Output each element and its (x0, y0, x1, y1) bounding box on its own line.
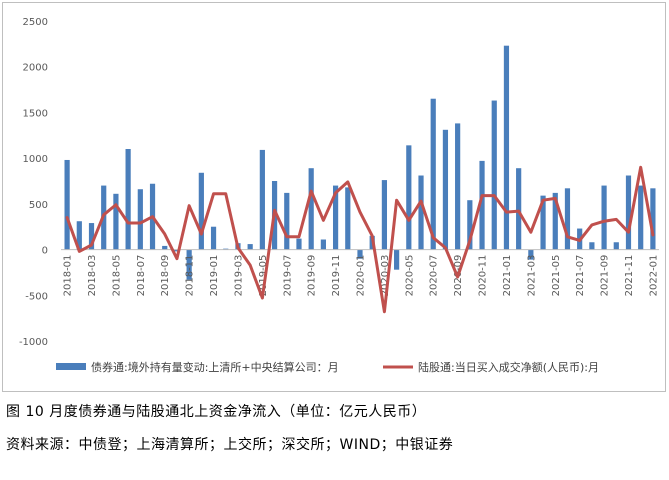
x-tick-label: 2018-03 (87, 255, 98, 297)
x-tick-label: 2020-07 (429, 255, 440, 297)
y-tick-label: 0 (42, 246, 48, 257)
legend: 债券通:境外持有量变动:上清所+中央结算公司：月 陆股通:当日买入成交净额(人民… (56, 360, 599, 374)
figure-source: 资料来源：中债登；上海清算所；上交所；深交所；WIND；中银证券 (6, 437, 454, 453)
bar (540, 195, 546, 250)
bar (613, 242, 619, 250)
bar (320, 239, 326, 250)
y-tick-label: 1000 (23, 154, 48, 165)
chart-frame: -1000 -500 0 500 1000 1500 2000 2500 2018-01 201… (2, 2, 666, 392)
bar (308, 168, 314, 250)
bar (381, 180, 388, 250)
bar (345, 187, 351, 250)
bar (113, 193, 119, 250)
bar (552, 192, 558, 250)
y-tick-label: -500 (25, 291, 48, 302)
x-tick-label: 2018-01 (63, 255, 74, 297)
bar (76, 221, 82, 250)
bar (564, 188, 571, 250)
x-tick-label: 2019-01 (209, 255, 220, 297)
bar (491, 100, 497, 250)
x-tick-label: 2018-11 (185, 255, 196, 297)
bar (125, 149, 131, 250)
bar (406, 145, 412, 250)
x-tick-label: 2019-05 (258, 255, 269, 297)
bar (589, 242, 595, 250)
bar (467, 200, 473, 250)
bar (162, 245, 168, 250)
bar (601, 185, 607, 250)
x-tick-label: 2018-09 (160, 255, 171, 297)
bar (650, 188, 656, 250)
x-tick-label: 2021-03 (526, 255, 537, 297)
bar (625, 175, 632, 250)
bar (174, 249, 180, 252)
x-tick-label: 2021-05 (551, 255, 562, 297)
bar (88, 223, 95, 250)
x-tick-label: 2018-07 (136, 255, 147, 297)
bar (394, 249, 400, 270)
line-series (65, 165, 655, 314)
bar (528, 249, 534, 260)
bar (442, 129, 449, 250)
x-tick-label: 2021-09 (600, 255, 611, 297)
x-tick-label: 2018-05 (111, 255, 122, 297)
bar (479, 160, 485, 250)
x-tick-label: 2020-11 (478, 255, 489, 297)
bar (296, 238, 302, 250)
bar (516, 168, 522, 250)
bar (357, 249, 363, 259)
legend-bar-swatch (56, 363, 86, 370)
x-tick-label: 2021-11 (624, 255, 635, 297)
x-tick-label: 2021-07 (575, 255, 586, 297)
bar (210, 226, 217, 250)
x-tick-label: 2019-11 (331, 255, 342, 297)
y-axis-ticks: -1000 -500 0 500 1000 1500 2000 2500 (19, 17, 48, 348)
x-tick-label: 2021-01 (502, 255, 513, 297)
x-tick-label: 2019-09 (307, 255, 318, 297)
bar (418, 175, 424, 250)
bar (247, 244, 253, 250)
bar (455, 123, 461, 250)
legend-line-label: 陆股通:当日买入成交净额(人民币):月 (418, 360, 599, 374)
bar (332, 185, 339, 250)
bar (64, 159, 70, 250)
bar (503, 45, 510, 250)
y-tick-label: 2500 (23, 17, 48, 28)
y-tick-label: -1000 (19, 337, 48, 348)
y-tick-label: 2000 (23, 63, 48, 74)
bar (186, 249, 192, 280)
x-tick-label: 2020-03 (380, 255, 391, 297)
x-tick-label: 2019-03 (233, 255, 244, 297)
x-tick-label: 2019-07 (282, 255, 293, 297)
x-tick-label: 2020-05 (404, 255, 415, 297)
y-tick-label: 1500 (23, 108, 48, 119)
bar (638, 185, 644, 250)
x-axis-ticks: 2018-01 2018-03 2018-05 2018-07 2018-09 2018-… (63, 255, 660, 297)
figure-caption: 图 10 月度债券通与陆股通北上资金净流入（单位：亿元人民币） (6, 404, 427, 420)
x-tick-label: 2020-01 (356, 255, 367, 297)
bar (430, 98, 436, 250)
bar (137, 189, 143, 250)
bar (259, 149, 265, 250)
bar (284, 192, 290, 250)
bar (198, 172, 204, 250)
bar-series (64, 45, 656, 280)
x-tick-label: 2022-01 (648, 255, 659, 297)
legend-bar-label: 债券通:境外持有量变动:上清所+中央结算公司：月 (91, 360, 339, 374)
y-tick-label: 500 (29, 200, 48, 211)
